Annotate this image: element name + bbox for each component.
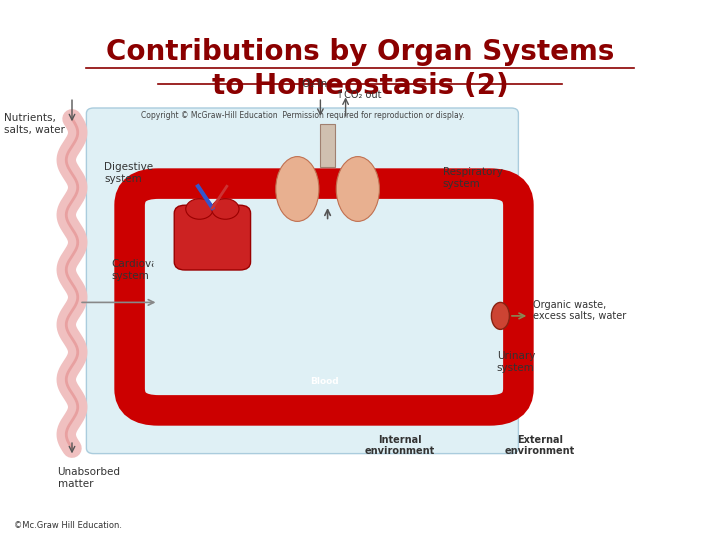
Ellipse shape — [491, 302, 510, 329]
Text: Nutrients,
salts, water: Nutrients, salts, water — [4, 113, 65, 135]
Text: Copyright © McGraw-Hill Education  Permission required for reproduction or displ: Copyright © McGraw-Hill Education Permis… — [140, 111, 464, 120]
Bar — [320, 124, 335, 167]
Text: Organic waste,
excess salts, water: Organic waste, excess salts, water — [533, 300, 626, 321]
Ellipse shape — [186, 199, 213, 219]
Text: Urinary
system: Urinary system — [497, 351, 535, 373]
Text: ↑CO₂ out: ↑CO₂ out — [336, 90, 382, 100]
Text: Cardiovascular
system: Cardiovascular system — [112, 259, 190, 281]
Text: ©Mc.Graw Hill Education.: ©Mc.Graw Hill Education. — [14, 521, 122, 530]
Text: O₂ In: O₂ In — [302, 79, 328, 89]
FancyBboxPatch shape — [86, 108, 518, 454]
Text: Unabsorbed
matter: Unabsorbed matter — [58, 467, 121, 489]
Text: Digestive
system: Digestive system — [104, 162, 153, 184]
Ellipse shape — [336, 157, 379, 221]
Text: Respiratory
system: Respiratory system — [443, 167, 503, 189]
FancyBboxPatch shape — [174, 205, 251, 270]
Text: Internal
environment: Internal environment — [364, 435, 435, 456]
Text: External
environment: External environment — [505, 435, 575, 456]
Ellipse shape — [212, 199, 239, 219]
Ellipse shape — [276, 157, 319, 221]
Text: Blood: Blood — [310, 377, 338, 386]
FancyBboxPatch shape — [153, 201, 495, 393]
Text: Contributions by Organ Systems
to Homeostasis (2): Contributions by Organ Systems to Homeos… — [106, 38, 614, 100]
